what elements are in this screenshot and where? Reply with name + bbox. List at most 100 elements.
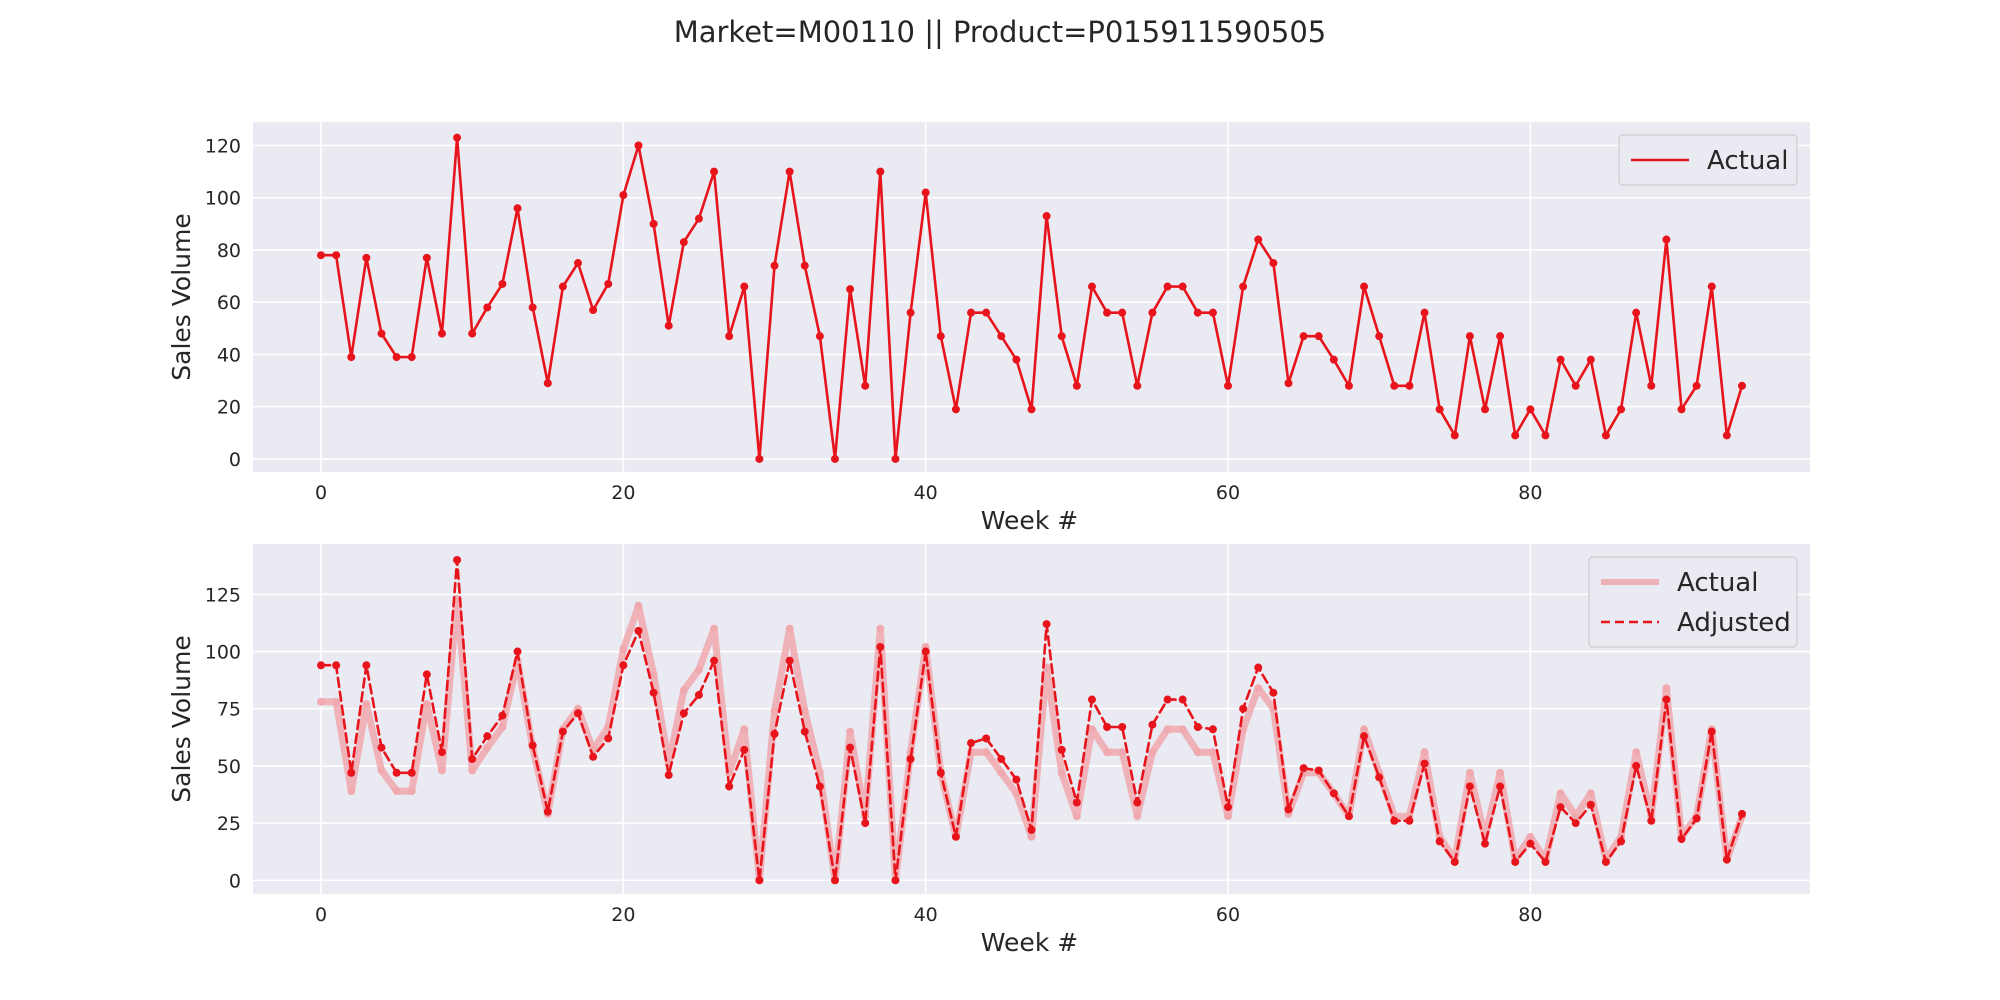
data-point-actual — [1571, 381, 1580, 390]
data-point-actual — [785, 624, 794, 633]
data-point-actual — [1208, 748, 1217, 757]
data-point-adjusted — [422, 670, 431, 679]
data-point-actual — [921, 188, 930, 197]
data-point-actual — [1163, 725, 1172, 734]
data-point-actual — [1284, 379, 1293, 388]
data-point-adjusted — [1480, 839, 1489, 848]
data-point-adjusted — [1737, 809, 1746, 818]
data-point-actual — [1254, 684, 1263, 693]
data-point-actual — [332, 697, 341, 706]
y-tick-label: 80 — [217, 240, 241, 262]
data-point-actual — [362, 253, 371, 262]
data-point-actual — [846, 727, 855, 736]
data-point-actual — [513, 204, 522, 213]
y-tick-label: 25 — [217, 813, 241, 835]
data-point-actual — [1224, 381, 1233, 390]
data-point-adjusted — [1496, 782, 1505, 791]
legend-label-actual: Actual — [1677, 568, 1758, 598]
data-point-actual — [407, 787, 416, 796]
data-point-actual — [1057, 332, 1066, 341]
data-point-actual — [1420, 308, 1429, 317]
bottom-chart-panel: 0 20 40 60 80 0 25 50 75 100 125 Week # Sales Volume… — [167, 544, 1810, 957]
y-tick-label: 100 — [205, 188, 241, 210]
data-point-adjusted — [1541, 857, 1550, 866]
data-point-adjusted — [1571, 819, 1580, 828]
data-point-actual — [1148, 748, 1157, 757]
y-tick-label: 40 — [217, 344, 241, 366]
figure-title: Market=M00110 || Product=P015911590505 — [674, 15, 1327, 49]
data-point-adjusted — [815, 782, 824, 791]
y-tick-label: 120 — [205, 136, 241, 158]
data-point-actual — [347, 787, 356, 796]
data-point-actual — [740, 282, 749, 291]
data-point-actual — [1163, 282, 1172, 291]
data-point-adjusted — [634, 626, 643, 635]
top-chart-panel: 0 20 40 60 80 0 20 40 60 80 100 120 Week # Sales Volu… — [167, 122, 1810, 535]
data-point-actual — [543, 379, 552, 388]
data-point-adjusted — [1511, 857, 1520, 866]
data-point-adjusted — [513, 647, 522, 656]
data-point-actual — [785, 167, 794, 176]
data-point-adjusted — [1299, 764, 1308, 773]
data-point-adjusted — [1269, 688, 1278, 697]
data-point-adjusted — [1450, 857, 1459, 866]
data-point-actual — [1692, 381, 1701, 390]
legend-label-adjusted: Adjusted — [1677, 608, 1791, 638]
data-point-actual — [710, 167, 719, 176]
data-point-actual — [1586, 789, 1595, 798]
data-point-adjusted — [936, 768, 945, 777]
data-point-adjusted — [740, 745, 749, 754]
data-point-adjusted — [1314, 766, 1323, 775]
data-point-adjusted — [1057, 745, 1066, 754]
data-point-actual — [1208, 308, 1217, 317]
data-point-actual — [422, 253, 431, 262]
x-tick-label: 60 — [1216, 482, 1240, 504]
data-point-actual — [437, 329, 446, 338]
data-point-actual — [1511, 431, 1520, 440]
data-point-actual — [710, 624, 719, 633]
data-point-adjusted — [1692, 814, 1701, 823]
data-point-actual — [362, 700, 371, 709]
data-point-adjusted — [392, 768, 401, 777]
data-point-actual — [1450, 431, 1459, 440]
data-point-actual — [1677, 405, 1686, 414]
data-point-actual — [498, 279, 507, 288]
data-point-actual — [1329, 355, 1338, 364]
data-point-actual — [483, 743, 492, 752]
data-point-adjusted — [1647, 816, 1656, 825]
data-point-actual — [1057, 768, 1066, 777]
y-tick-label: 125 — [205, 584, 241, 606]
data-point-adjusted — [498, 711, 507, 720]
data-point-adjusted — [1148, 720, 1157, 729]
data-point-adjusted — [1707, 727, 1716, 736]
data-point-actual — [589, 306, 598, 315]
data-point-actual — [498, 723, 507, 732]
data-point-actual — [1601, 431, 1610, 440]
data-point-adjusted — [589, 752, 598, 761]
data-point-adjusted — [1526, 839, 1535, 848]
data-point-adjusted — [574, 709, 583, 718]
data-point-actual — [1314, 332, 1323, 341]
data-point-adjusted — [982, 734, 991, 743]
data-point-adjusted — [1677, 835, 1686, 844]
data-point-actual — [1148, 308, 1157, 317]
y-tick-label: 0 — [229, 449, 241, 471]
data-point-actual — [1360, 725, 1369, 734]
data-point-adjusted — [1042, 620, 1051, 629]
data-point-actual — [468, 766, 477, 775]
data-point-adjusted — [951, 832, 960, 841]
data-point-actual — [1072, 812, 1081, 821]
data-point-adjusted — [1208, 725, 1217, 734]
data-point-adjusted — [1133, 798, 1142, 807]
y-axis-label: Sales Volume — [167, 213, 196, 380]
data-point-adjusted — [528, 741, 537, 750]
data-point-adjusted — [1103, 723, 1112, 732]
data-point-actual — [1103, 748, 1112, 757]
data-point-adjusted — [861, 819, 870, 828]
data-point-adjusted — [1375, 773, 1384, 782]
data-point-adjusted — [1390, 816, 1399, 825]
legend: Actual — [1618, 134, 1798, 186]
data-point-adjusted — [921, 647, 930, 656]
x-tick-label: 20 — [611, 482, 635, 504]
data-point-actual — [1193, 308, 1202, 317]
